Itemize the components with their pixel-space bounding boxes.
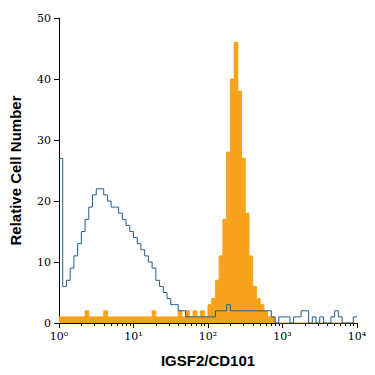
- svg-text:10⁰: 10⁰: [50, 330, 69, 343]
- svg-text:30: 30: [37, 134, 51, 147]
- svg-text:10¹: 10¹: [124, 330, 142, 343]
- svg-text:IGSF2/CD101: IGSF2/CD101: [161, 352, 255, 369]
- svg-text:10⁴: 10⁴: [348, 330, 367, 343]
- svg-text:50: 50: [37, 12, 51, 25]
- svg-text:20: 20: [37, 195, 51, 208]
- svg-text:10³: 10³: [273, 330, 291, 343]
- svg-text:0: 0: [44, 317, 51, 330]
- svg-text:10²: 10²: [199, 330, 217, 343]
- svg-text:10: 10: [37, 256, 51, 269]
- svg-text:Relative Cell Number: Relative Cell Number: [7, 95, 24, 245]
- svg-text:40: 40: [37, 73, 51, 86]
